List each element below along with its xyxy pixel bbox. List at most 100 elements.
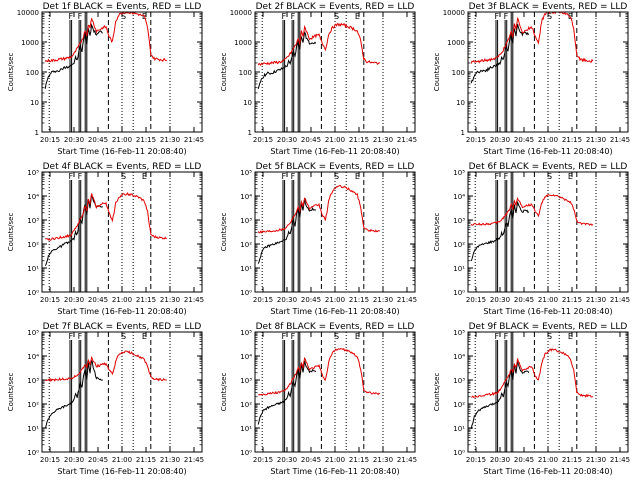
x-tick-label: 20:15 [253,456,273,464]
x-tick-label: 20:30 [64,136,84,144]
x-tick-label: 21:45 [184,136,204,144]
x-tick-label: 20:45 [514,296,534,304]
marker-letter: E [568,332,573,341]
lld-series-line [258,347,381,396]
x-tick-label: 20:30 [277,136,297,144]
x-tick-label: 20:30 [64,456,84,464]
x-tick-label: 21:30 [373,296,393,304]
marker-letter: F [68,12,73,21]
x-tick-label: 21:15 [136,136,156,144]
marker-letter-bg [567,171,574,180]
y-tick-label: 10⁵ [27,169,39,177]
x-tick-label: 20:45 [514,136,534,144]
x-axis-label: Start Time (16-Feb-11 20:08:40) [483,307,612,316]
chart-panel-1: Det 1f BLACK = Events, RED = LLD Counts/s… [7,2,204,156]
marker-letter-bg [333,171,340,180]
series-group [44,350,167,429]
x-tick-label: 20:30 [64,296,84,304]
y-tick-label: 10 [456,99,465,107]
events-series-line [257,198,317,264]
y-tick-label: 10⁵ [453,329,465,337]
series-group [257,22,380,90]
y-tick-label: 10000 [230,9,252,17]
x-tick-label: 21:30 [160,296,180,304]
marker-letter: E [355,172,360,181]
x-tick-label: 20:45 [88,136,108,144]
marker-letter: E [355,332,360,341]
marker-letter-bg [354,171,361,180]
marker-letter-bg [120,331,127,340]
x-tick-label: 21:30 [373,136,393,144]
y-tick-label: 100 [239,69,252,77]
marker-letter-bg [141,171,148,180]
lld-series-line [470,12,594,64]
x-tick-label: 21:00 [325,296,345,304]
x-tick-label: 21:45 [397,136,417,144]
y-tick-label: 10² [453,401,465,409]
y-axis-label: Counts/sec [220,213,228,252]
marker-letter-bg [502,331,509,340]
y-tick-label: 10 [30,99,39,107]
chart-panel-8: Det 8f BLACK = Events, RED = LLD Counts/s… [220,322,417,476]
y-tick-label: 1 [35,129,39,137]
marker-letter: S [334,332,339,341]
events-series-line [257,31,317,90]
x-tick-label: 20:15 [466,136,486,144]
events-series-line [470,200,530,262]
x-tick-label: 20:15 [40,136,60,144]
x-tick-label: 21:15 [562,456,582,464]
marker-letter: F [68,332,73,341]
x-tick-label: 20:30 [490,136,510,144]
lld-series-line [257,22,380,67]
marker-letter-bg [546,331,553,340]
plot-frame [41,331,203,453]
events-series-line [257,360,317,425]
y-tick-label: 10⁴ [453,193,465,201]
marker-letter: F [494,12,499,21]
chart-panel-2: Det 2f BLACK = Events, RED = LLD Counts/s… [220,2,417,156]
x-tick-label: 20:45 [514,456,534,464]
x-tick-label: 21:15 [136,456,156,464]
x-axis-label: Start Time (16-Feb-11 20:08:40) [270,307,399,316]
x-tick-label: 21:15 [136,296,156,304]
y-tick-label: 10⁵ [453,169,465,177]
chart-title: Det 6f BLACK = Events, RED = LLD [469,162,628,172]
y-tick-label: 10⁴ [453,353,465,361]
plot-frame [254,331,416,453]
marker-letter-bg [289,11,296,20]
marker-letter: F [504,172,509,181]
chart-panel-6: Det 6f BLACK = Events, RED = LLD Counts/s… [433,162,630,316]
x-tick-label: 20:15 [40,296,60,304]
marker-letter-bg [289,171,296,180]
x-tick-label: 20:30 [277,456,297,464]
x-tick-label: 21:00 [112,456,132,464]
plot-frame [467,171,629,293]
marker-letter-bg [141,331,148,340]
x-tick-label: 21:15 [562,136,582,144]
y-tick-label: 10¹ [27,265,39,273]
x-tick-label: 21:15 [562,296,582,304]
series-group [470,348,594,430]
marker-letter-bg [289,331,296,340]
y-tick-label: 1000 [234,39,252,47]
x-axis-label: Start Time (16-Feb-11 20:08:40) [483,147,612,156]
chart-title: Det 1f BLACK = Events, RED = LLD [43,2,202,12]
chart-title: Det 5f BLACK = Events, RED = LLD [256,162,415,172]
lld-series-line [470,194,594,226]
y-tick-label: 100 [452,69,465,77]
x-tick-label: 21:45 [397,296,417,304]
y-tick-label: 10⁵ [240,329,252,337]
marker-letter-bg [120,11,127,20]
x-tick-label: 21:00 [112,296,132,304]
chart-title: Det 8f BLACK = Events, RED = LLD [256,322,415,332]
y-tick-label: 10¹ [27,425,39,433]
y-tick-label: 1000 [21,39,39,47]
y-tick-label: 10¹ [240,265,252,273]
marker-letter: F [291,332,296,341]
y-tick-label: 10² [240,241,252,249]
marker-letter: S [334,12,339,21]
marker-letter: S [121,172,126,181]
marker-letter: F [504,332,509,341]
x-tick-label: 21:45 [397,456,417,464]
marker-letter: F [68,172,73,181]
